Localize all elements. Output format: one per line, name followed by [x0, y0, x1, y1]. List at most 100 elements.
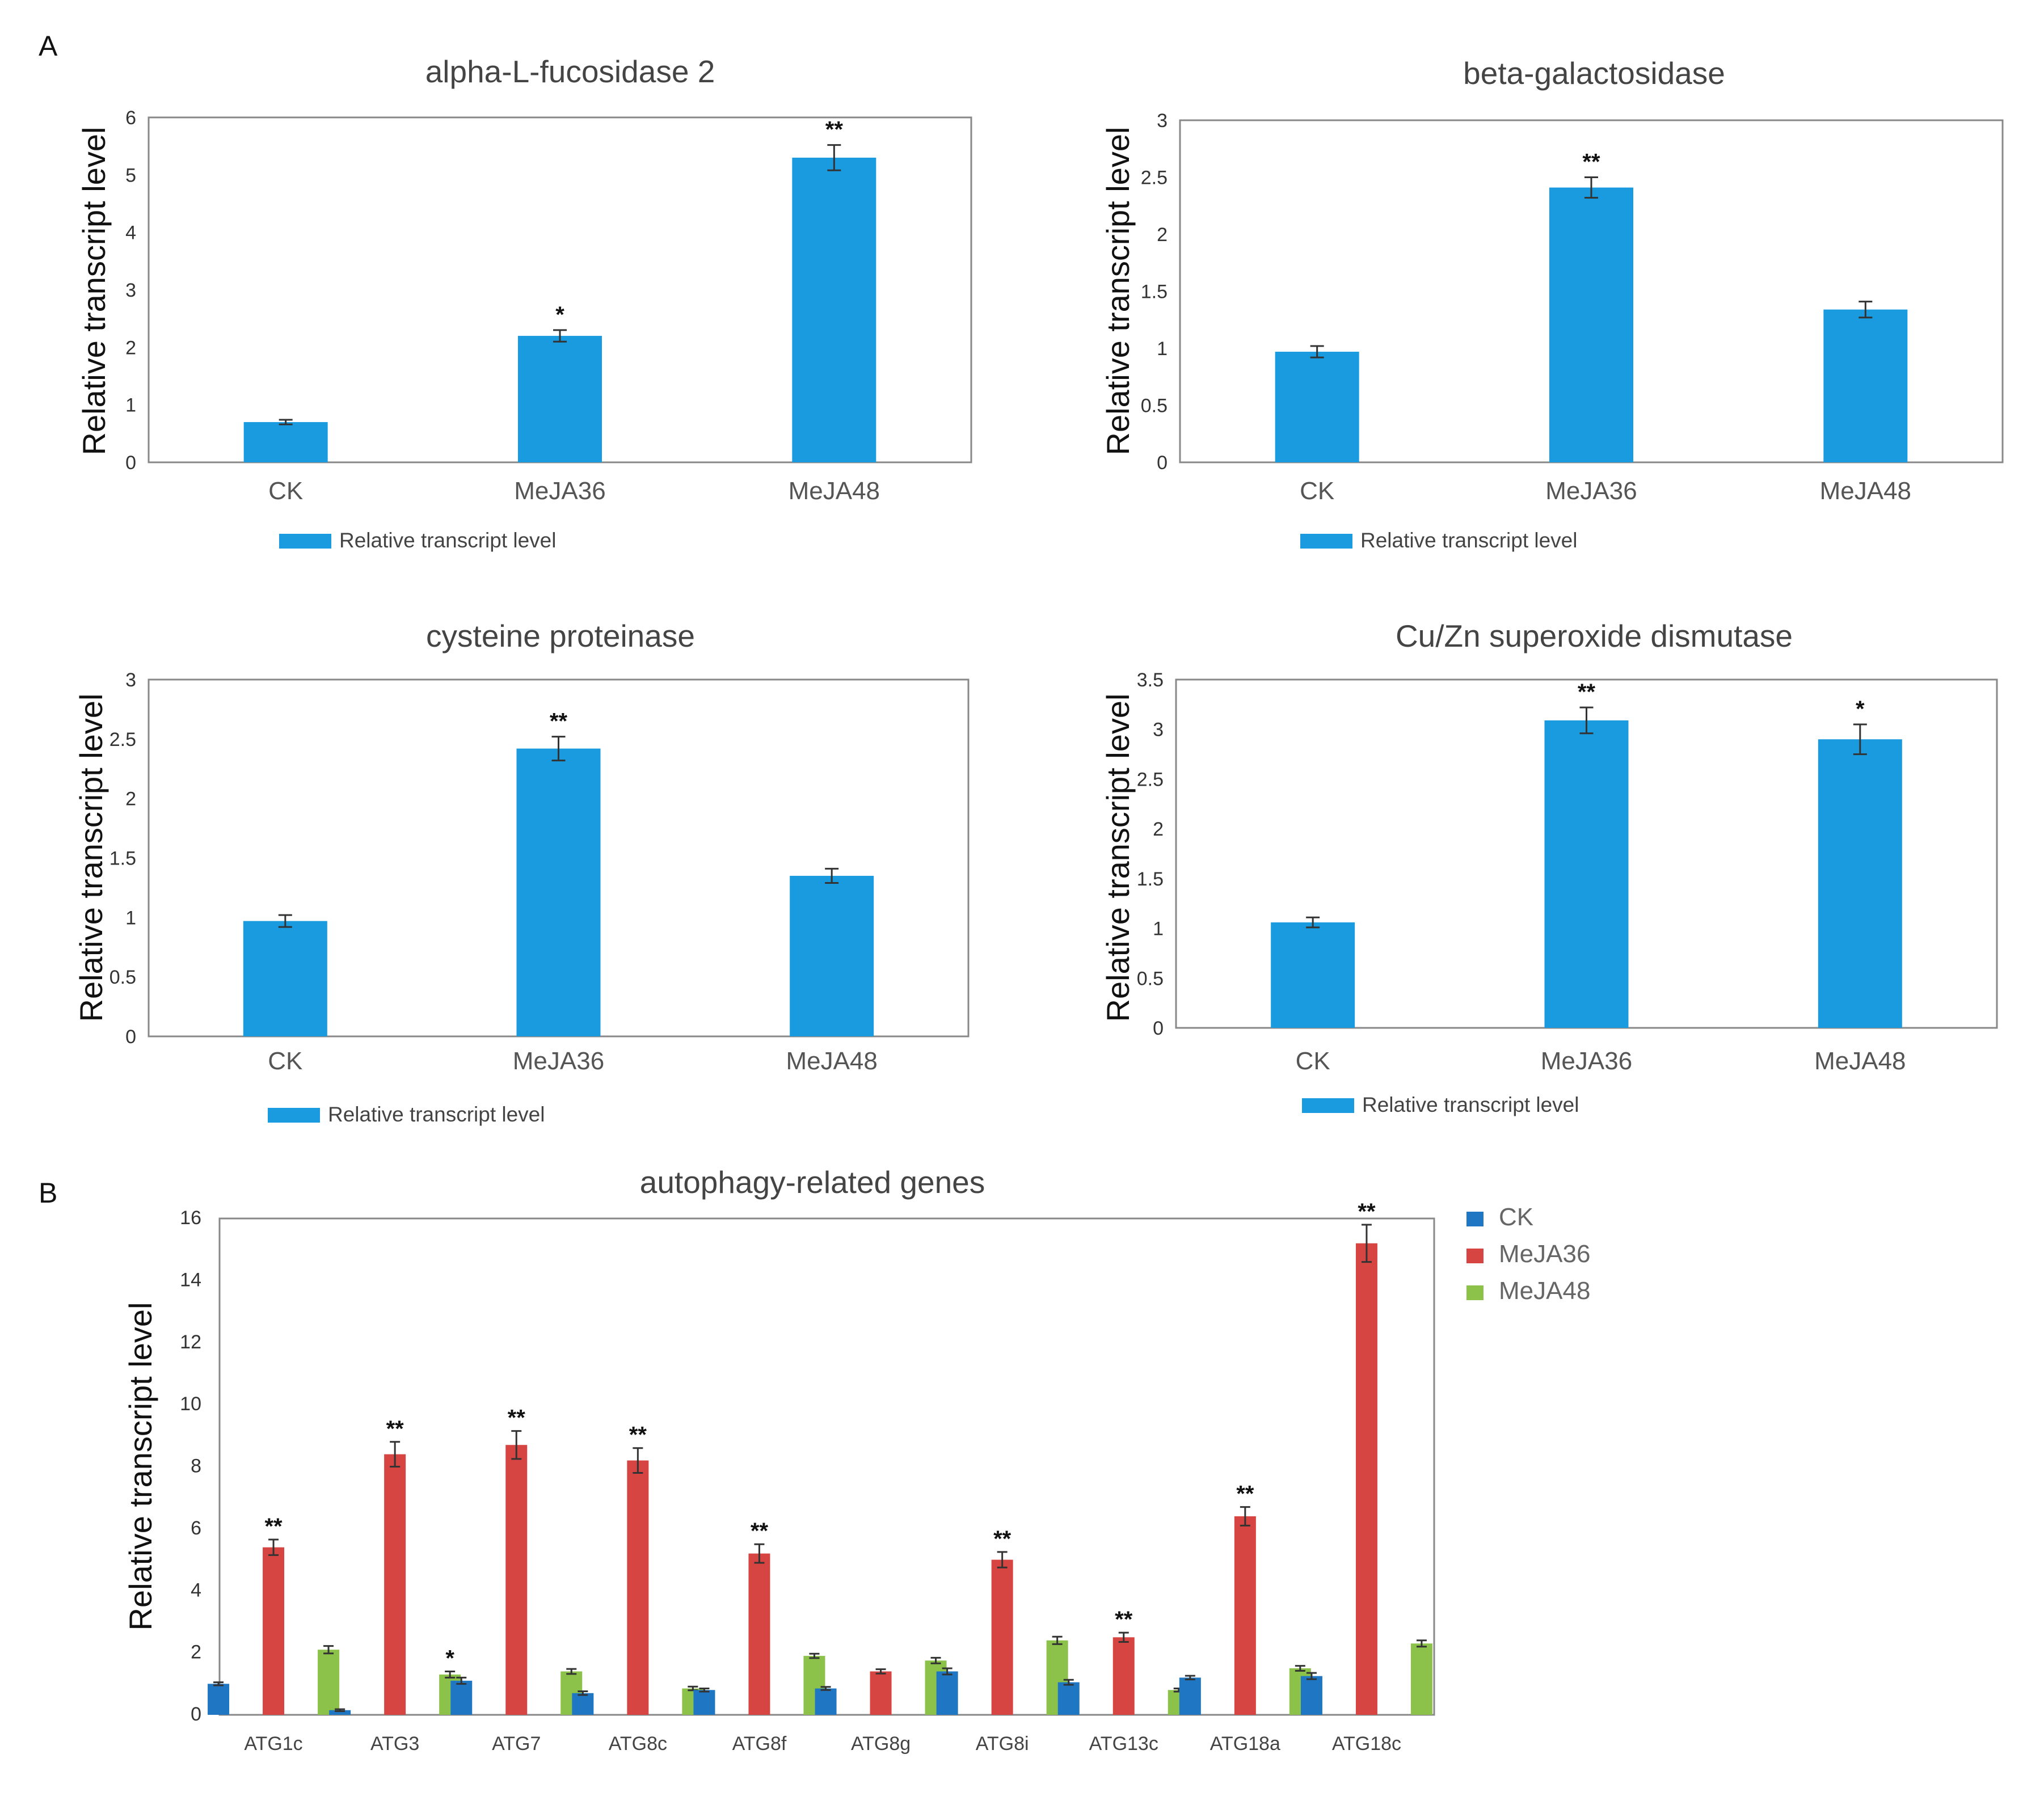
legend-swatch: [1302, 1098, 1354, 1113]
bar-CK: [1271, 922, 1355, 1028]
bar-MeJA36-ATG13c: [1112, 1637, 1135, 1715]
x-tick-label: ATG8f: [732, 1733, 787, 1755]
x-tick-label: CK: [1296, 1047, 1330, 1075]
significance-mark: **: [550, 709, 568, 734]
bar-MeJA48: [790, 875, 874, 1036]
bar-MeJA36: [1549, 187, 1633, 462]
x-tick-label: MeJA36: [513, 1047, 604, 1075]
x-tick-label: ATG13c: [1089, 1733, 1158, 1755]
legend-swatch: [268, 1108, 320, 1123]
y-tick-label: 1: [1153, 918, 1164, 940]
y-tick-label: 2: [1157, 224, 1168, 246]
significance-mark: **: [1582, 150, 1600, 175]
y-tick-label: 0: [125, 452, 136, 474]
significance-mark: **: [508, 1406, 526, 1431]
bar-MeJA36: [516, 748, 601, 1036]
significance-mark: **: [1578, 680, 1596, 705]
bar-MeJA48-ATG18c: [1410, 1643, 1432, 1715]
y-tick-label: 2.5: [1137, 769, 1164, 790]
x-tick-label: ATG8i: [976, 1733, 1029, 1755]
y-tick-label: 2: [125, 788, 136, 810]
bar-MeJA36: [518, 336, 602, 462]
chart-4: Cu/Zn superoxide dismutase Relative trans…: [1100, 618, 1998, 1116]
y-tick-label: 2.5: [109, 729, 136, 750]
bar-CK-ATG1c: [208, 1684, 230, 1715]
legend-swatch: [1300, 534, 1352, 549]
bar-CK-ATG3: [329, 1710, 351, 1715]
significance-mark: **: [386, 1416, 404, 1441]
significance-mark: **: [1358, 1199, 1376, 1224]
significance-mark: **: [1115, 1607, 1133, 1632]
y-tick-label: 2: [191, 1642, 201, 1663]
bar-CK-ATG8f: [693, 1690, 715, 1715]
y-tick-label: 2: [1153, 819, 1164, 840]
x-tick-label: ATG1c: [244, 1733, 302, 1755]
bar-CK-ATG18c: [1300, 1676, 1322, 1715]
bar-CK-ATG7: [450, 1680, 473, 1715]
bar-MeJA48: [1823, 309, 1908, 462]
bar-MeJA36-ATG8i: [991, 1559, 1013, 1715]
x-tick-label: ATG8c: [609, 1733, 667, 1755]
bar-MeJA36-ATG8c: [627, 1460, 649, 1715]
significance-mark: **: [1236, 1482, 1254, 1507]
bar-CK-ATG8i: [936, 1671, 958, 1715]
bar-CK-ATG8g: [815, 1688, 837, 1715]
y-tick-label: 1.5: [109, 848, 136, 870]
y-tick-label: 1: [125, 395, 136, 416]
y-tick-label: 3.5: [1137, 669, 1164, 691]
y-tick-label: 4: [191, 1579, 201, 1601]
x-tick-label: ATG3: [370, 1733, 419, 1755]
bar-CK: [243, 422, 328, 462]
chart-title: Cu/Zn superoxide dismutase: [1396, 618, 1793, 653]
significance-mark: **: [825, 117, 844, 142]
bar-CK-ATG13c: [1057, 1682, 1080, 1715]
x-tick-label: ATG18c: [1332, 1733, 1401, 1755]
y-axis-label: Relative transcript level: [1100, 127, 1136, 456]
bar-MeJA48-ATG1c: [318, 1650, 340, 1715]
y-tick-label: 10: [180, 1393, 201, 1415]
y-tick-label: 0: [125, 1026, 136, 1048]
y-tick-label: 3: [125, 669, 136, 691]
bar-CK: [243, 921, 327, 1036]
significance-mark: *: [1856, 697, 1865, 722]
bar-MeJA36: [1544, 720, 1629, 1028]
y-tick-label: 6: [191, 1517, 201, 1539]
bar-MeJA36-ATG8g: [870, 1671, 892, 1715]
x-tick-label: MeJA48: [786, 1047, 877, 1075]
y-axis-label: Relative transcript level: [73, 694, 109, 1022]
y-axis-label: Relative transcript level: [76, 127, 112, 456]
x-tick-label: CK: [268, 1047, 302, 1075]
bar-MeJA36-ATG18c: [1355, 1243, 1377, 1715]
y-tick-label: 14: [180, 1269, 201, 1291]
charts-group: alpha-L-fucosidase 2 Relative transcript …: [73, 54, 2004, 1755]
y-tick-label: 8: [191, 1456, 201, 1477]
bar-MeJA36-ATG8f: [748, 1553, 770, 1715]
x-tick-label: ATG8g: [851, 1733, 911, 1755]
significance-mark: **: [264, 1514, 283, 1539]
bar-MeJA36-ATG1c: [263, 1547, 285, 1715]
y-tick-label: 2: [125, 337, 136, 359]
y-tick-label: 6: [125, 107, 136, 129]
bar-CK-ATG8c: [572, 1693, 594, 1715]
significance-mark: **: [751, 1519, 769, 1544]
chart-title: alpha-L-fucosidase 2: [425, 54, 715, 89]
legend-swatch-MeJA36: [1466, 1249, 1484, 1263]
y-tick-label: 1.5: [1141, 281, 1168, 303]
legend-swatch-CK: [1466, 1212, 1484, 1226]
chart-title: autophagy-related genes: [640, 1165, 985, 1200]
x-tick-label: CK: [1300, 477, 1334, 505]
y-tick-label: 12: [180, 1331, 201, 1353]
x-tick-label: ATG7: [492, 1733, 541, 1755]
chart-title: cysteine proteinase: [426, 618, 695, 653]
legend-label: CK: [1499, 1203, 1533, 1231]
y-axis-label: Relative transcript level: [1100, 694, 1136, 1022]
y-tick-label: 5: [125, 165, 136, 186]
chart-title: beta-galactosidase: [1463, 56, 1725, 91]
y-tick-label: 3: [125, 280, 136, 301]
bar-MeJA36-ATG18a: [1234, 1516, 1256, 1715]
bar-MeJA36-ATG3: [384, 1454, 406, 1715]
y-tick-label: 16: [180, 1207, 201, 1229]
x-tick-label: MeJA48: [1820, 477, 1911, 505]
legend-label: Relative transcript level: [328, 1103, 545, 1126]
